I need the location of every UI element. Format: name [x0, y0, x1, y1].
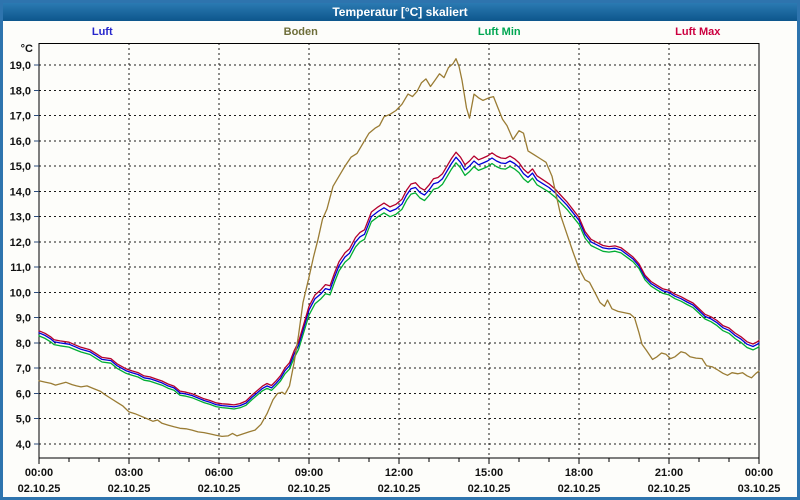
y-tick-label: 18,0 [10, 85, 31, 97]
legend-label-luft: Luft [91, 26, 113, 38]
series-luft-min-line [38, 162, 760, 410]
series-luft-line [38, 156, 760, 408]
y-tick-label: 16,0 [10, 136, 31, 148]
y-tick-label: 10,0 [10, 287, 31, 299]
title-bar: Temperatur [°C] skaliert [3, 3, 797, 21]
x-tick-time-label: 12:00 [385, 467, 413, 479]
plot-border [38, 43, 760, 459]
x-tick-date-label: 02.10.25 [468, 483, 511, 494]
x-tick-time-label: 03:00 [115, 467, 143, 479]
y-tick-label: 11,0 [10, 262, 31, 274]
grid-lines [39, 43, 759, 458]
y-axis-unit-label: °C [21, 43, 33, 55]
x-tick-time-label: 18:00 [565, 467, 593, 479]
chart-legend: Luft Boden Luft Min Luft Max [3, 21, 797, 43]
y-tick-label: 15,0 [10, 161, 31, 173]
x-tick-date-label: 02.10.25 [378, 483, 421, 494]
legend-item-luft-max: Luft Max [599, 21, 798, 43]
x-tick-time-label: 09:00 [295, 467, 323, 479]
x-tick-time-label: 21:00 [655, 467, 683, 479]
y-tick-label: 8,0 [16, 338, 31, 350]
x-axis-labels: 00:00 02.10.25 03:00 02.10.25 06:00 02.10.25 0… [18, 467, 781, 494]
x-tick-time-label: 06:00 [205, 467, 233, 479]
x-tick-date-label: 02.10.25 [18, 483, 61, 494]
series-boden-line [38, 58, 760, 438]
legend-label-luft-max: Luft Max [675, 26, 721, 38]
y-tick-label: 14,0 [10, 186, 31, 198]
x-tick-time-label: 15:00 [475, 467, 503, 479]
legend-label-boden: Boden [283, 26, 318, 38]
y-tick-label: 7,0 [16, 363, 31, 375]
y-tick-label: 19,0 [10, 60, 31, 72]
y-tick-label: 5,0 [16, 414, 31, 426]
x-tick-date-label: 02.10.25 [558, 483, 601, 494]
x-tick-time-label: 00:00 [745, 467, 773, 479]
x-tick-date-label: 02.10.25 [648, 483, 691, 494]
x-tick-time-label: 00:00 [25, 467, 53, 479]
x-tick-date-label: 03.10.25 [738, 483, 781, 494]
axis-ticks [34, 64, 760, 464]
y-tick-label: 6,0 [16, 388, 31, 400]
series-luft-max-line [38, 151, 760, 406]
y-axis-labels: 19,0 18,0 17,0 16,0 15,0 14,0 13,0 12,0 11,0 10,0… [10, 43, 33, 451]
y-tick-label: 9,0 [16, 313, 31, 325]
y-tick-label: 17,0 [10, 111, 31, 123]
x-tick-date-label: 02.10.25 [108, 483, 151, 494]
temperature-chart: 19,0 18,0 17,0 16,0 15,0 14,0 13,0 12,0 11,0 10,0… [10, 43, 781, 494]
y-tick-label: 4,0 [16, 439, 31, 451]
chart-area: 19,0 18,0 17,0 16,0 15,0 14,0 13,0 12,0 11,0 10,0… [3, 43, 797, 494]
window-title: Temperatur [°C] skaliert [332, 5, 468, 19]
y-tick-label: 12,0 [10, 237, 31, 249]
legend-label-luft-min: Luft Min [477, 26, 521, 38]
legend-item-luft-min: Luft Min [400, 21, 599, 43]
legend-item-luft: Luft [3, 21, 202, 43]
y-tick-label: 13,0 [10, 212, 31, 224]
x-tick-date-label: 02.10.25 [198, 483, 241, 494]
x-tick-date-label: 02.10.25 [288, 483, 331, 494]
legend-item-boden: Boden [202, 21, 401, 43]
